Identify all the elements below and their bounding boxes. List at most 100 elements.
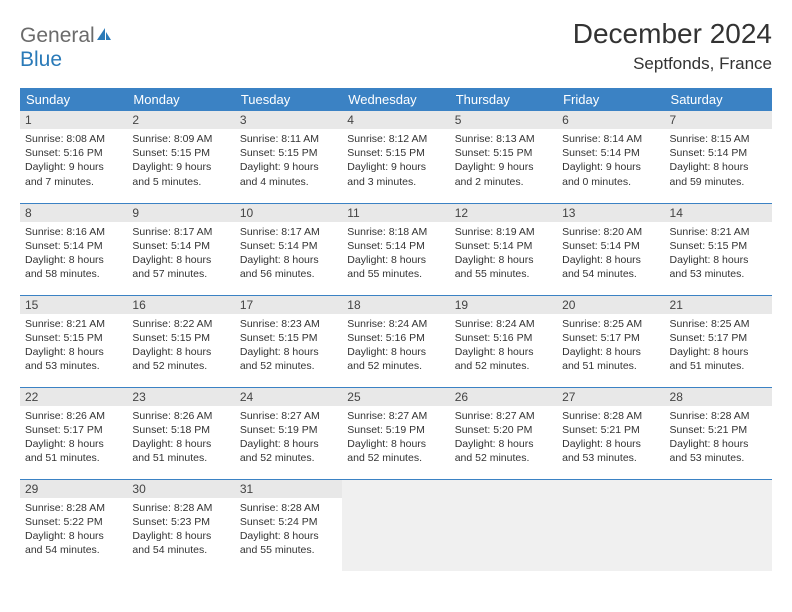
daylight-line: Daylight: 8 hours and 55 minutes. [455,253,552,281]
day-number: 19 [450,296,557,314]
sunrise-line: Sunrise: 8:25 AM [670,317,767,331]
day-details: Sunrise: 8:27 AMSunset: 5:20 PMDaylight:… [450,406,557,470]
sunrise-line: Sunrise: 8:15 AM [670,132,767,146]
calendar-cell: 10Sunrise: 8:17 AMSunset: 5:14 PMDayligh… [235,203,342,295]
sunset-line: Sunset: 5:15 PM [240,146,337,160]
day-number: 28 [665,388,772,406]
day-details: Sunrise: 8:26 AMSunset: 5:17 PMDaylight:… [20,406,127,470]
weekday-header: Monday [127,88,234,111]
daylight-line: Daylight: 8 hours and 51 minutes. [25,437,122,465]
calendar-cell: 4Sunrise: 8:12 AMSunset: 5:15 PMDaylight… [342,111,449,203]
daylight-line: Daylight: 9 hours and 3 minutes. [347,160,444,188]
calendar-row: 15Sunrise: 8:21 AMSunset: 5:15 PMDayligh… [20,295,772,387]
calendar-cell: 8Sunrise: 8:16 AMSunset: 5:14 PMDaylight… [20,203,127,295]
calendar-cell: 16Sunrise: 8:22 AMSunset: 5:15 PMDayligh… [127,295,234,387]
calendar-table: Sunday Monday Tuesday Wednesday Thursday… [20,88,772,571]
day-number: 9 [127,204,234,222]
calendar-cell [665,479,772,571]
daylight-line: Daylight: 9 hours and 7 minutes. [25,160,122,188]
sunrise-line: Sunrise: 8:23 AM [240,317,337,331]
daylight-line: Daylight: 8 hours and 57 minutes. [132,253,229,281]
calendar-cell: 21Sunrise: 8:25 AMSunset: 5:17 PMDayligh… [665,295,772,387]
calendar-cell: 23Sunrise: 8:26 AMSunset: 5:18 PMDayligh… [127,387,234,479]
daylight-line: Daylight: 9 hours and 5 minutes. [132,160,229,188]
day-details: Sunrise: 8:28 AMSunset: 5:21 PMDaylight:… [665,406,772,470]
daylight-line: Daylight: 8 hours and 52 minutes. [240,437,337,465]
sunset-line: Sunset: 5:17 PM [562,331,659,345]
day-number: 15 [20,296,127,314]
calendar-row: 8Sunrise: 8:16 AMSunset: 5:14 PMDaylight… [20,203,772,295]
calendar-cell: 2Sunrise: 8:09 AMSunset: 5:15 PMDaylight… [127,111,234,203]
sunset-line: Sunset: 5:16 PM [25,146,122,160]
day-details: Sunrise: 8:26 AMSunset: 5:18 PMDaylight:… [127,406,234,470]
sunset-line: Sunset: 5:14 PM [25,239,122,253]
day-number: 8 [20,204,127,222]
day-number: 2 [127,111,234,129]
weekday-header: Thursday [450,88,557,111]
sunset-line: Sunset: 5:17 PM [25,423,122,437]
calendar-cell: 19Sunrise: 8:24 AMSunset: 5:16 PMDayligh… [450,295,557,387]
sunrise-line: Sunrise: 8:27 AM [347,409,444,423]
day-number: 22 [20,388,127,406]
daylight-line: Daylight: 9 hours and 0 minutes. [562,160,659,188]
day-details: Sunrise: 8:12 AMSunset: 5:15 PMDaylight:… [342,129,449,193]
page-header: General Blue December 2024 Septfonds, Fr… [20,18,772,74]
daylight-line: Daylight: 8 hours and 53 minutes. [25,345,122,373]
sunset-line: Sunset: 5:15 PM [132,146,229,160]
day-details: Sunrise: 8:19 AMSunset: 5:14 PMDaylight:… [450,222,557,286]
calendar-cell: 9Sunrise: 8:17 AMSunset: 5:14 PMDaylight… [127,203,234,295]
brand-part2: Blue [20,48,62,71]
sunset-line: Sunset: 5:22 PM [25,515,122,529]
sunrise-line: Sunrise: 8:28 AM [132,501,229,515]
sunset-line: Sunset: 5:23 PM [132,515,229,529]
day-number: 4 [342,111,449,129]
sunset-line: Sunset: 5:18 PM [132,423,229,437]
calendar-cell: 15 Sunrise: 8:21 AMSunset: 5:15 PMDayligh… [20,295,127,387]
day-number: 16 [127,296,234,314]
daylight-line: Daylight: 9 hours and 2 minutes. [455,160,552,188]
calendar-cell: 22Sunrise: 8:26 AMSunset: 5:17 PMDayligh… [20,387,127,479]
daylight-line: Daylight: 8 hours and 52 minutes. [347,345,444,373]
sunrise-line: Sunrise: 8:26 AM [132,409,229,423]
calendar-cell: 6Sunrise: 8:14 AMSunset: 5:14 PMDaylight… [557,111,664,203]
sunset-line: Sunset: 5:15 PM [25,331,122,345]
month-title: December 2024 [573,18,772,50]
sunset-line: Sunset: 5:20 PM [455,423,552,437]
daylight-line: Daylight: 8 hours and 54 minutes. [132,529,229,557]
day-details: Sunrise: 8:13 AMSunset: 5:15 PMDaylight:… [450,129,557,193]
sunset-line: Sunset: 5:15 PM [132,331,229,345]
sunrise-line: Sunrise: 8:24 AM [347,317,444,331]
weekday-header: Wednesday [342,88,449,111]
daylight-line: Daylight: 8 hours and 52 minutes. [455,345,552,373]
calendar-cell [557,479,664,571]
daylight-line: Daylight: 8 hours and 55 minutes. [240,529,337,557]
daylight-line: Daylight: 8 hours and 51 minutes. [670,345,767,373]
sunrise-line: Sunrise: 8:28 AM [25,501,122,515]
sail-icon [95,24,113,47]
day-number: 25 [342,388,449,406]
daylight-line: Daylight: 8 hours and 52 minutes. [455,437,552,465]
day-number: 6 [557,111,664,129]
sunset-line: Sunset: 5:14 PM [347,239,444,253]
sunrise-line: Sunrise: 8:21 AM [25,317,122,331]
day-details: Sunrise: 8:11 AMSunset: 5:15 PMDaylight:… [235,129,342,193]
day-details: Sunrise: 8:08 AMSunset: 5:16 PMDaylight:… [20,129,127,193]
daylight-line: Daylight: 8 hours and 55 minutes. [347,253,444,281]
sunrise-line: Sunrise: 8:28 AM [562,409,659,423]
sunrise-line: Sunrise: 8:18 AM [347,225,444,239]
sunset-line: Sunset: 5:19 PM [347,423,444,437]
day-details: Sunrise: 8:25 AMSunset: 5:17 PMDaylight:… [665,314,772,378]
weekday-header: Friday [557,88,664,111]
calendar-cell: 14Sunrise: 8:21 AMSunset: 5:15 PMDayligh… [665,203,772,295]
calendar-cell: 7Sunrise: 8:15 AMSunset: 5:14 PMDaylight… [665,111,772,203]
day-details: Sunrise: 8:28 AMSunset: 5:23 PMDaylight:… [127,498,234,562]
sunset-line: Sunset: 5:15 PM [455,146,552,160]
sunset-line: Sunset: 5:14 PM [240,239,337,253]
sunset-line: Sunset: 5:14 PM [670,146,767,160]
day-number: 1 [20,111,127,129]
sunrise-line: Sunrise: 8:14 AM [562,132,659,146]
day-details: Sunrise: 8:24 AMSunset: 5:16 PMDaylight:… [342,314,449,378]
sunrise-line: Sunrise: 8:27 AM [240,409,337,423]
day-number: 31 [235,480,342,498]
day-number: 29 [20,480,127,498]
